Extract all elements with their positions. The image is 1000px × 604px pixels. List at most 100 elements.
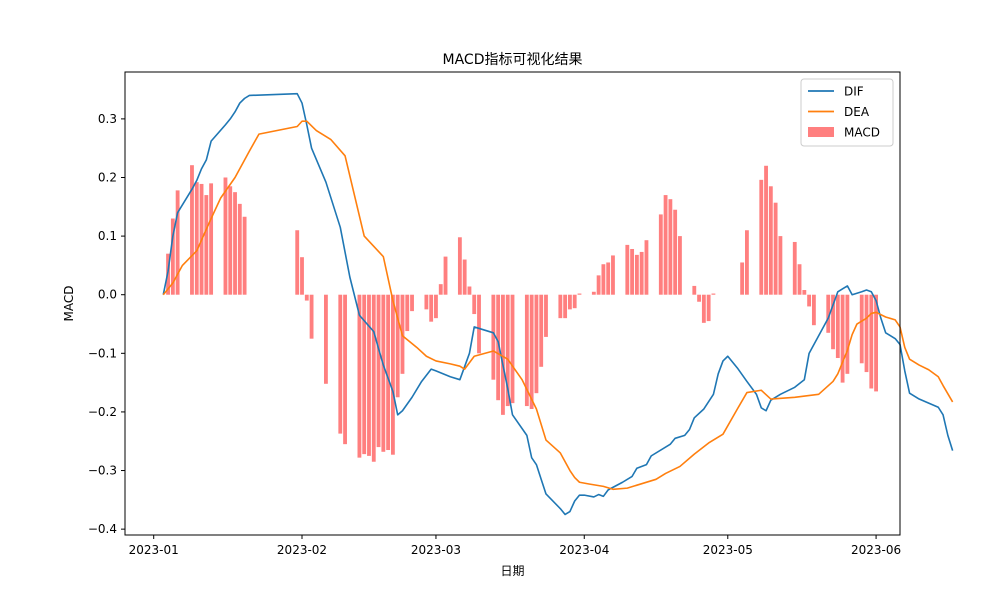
macd-bar	[611, 255, 615, 295]
macd-bar	[501, 294, 505, 415]
y-tick-label: 0.1	[98, 229, 117, 243]
x-tick-label: 2023-01	[129, 543, 179, 557]
macd-bar	[711, 293, 716, 295]
macd-bar	[539, 294, 544, 367]
macd-bar	[764, 165, 768, 295]
macd-bar	[835, 294, 840, 359]
macd-bar	[692, 285, 697, 295]
macd-bar	[874, 294, 878, 392]
dea-line	[162, 120, 954, 491]
macd-bar	[477, 294, 481, 354]
macd-bar	[304, 294, 309, 301]
macd-bar	[831, 294, 835, 350]
chart-title: MACD指标可视化结果	[443, 52, 583, 68]
macd-bar	[357, 294, 362, 458]
macd-bar	[190, 165, 194, 295]
macd-bar	[606, 262, 611, 295]
macd-bar	[300, 257, 304, 295]
macd-bar	[668, 199, 673, 295]
macd-bar	[745, 230, 749, 295]
macd-bar	[295, 230, 300, 295]
y-tick-label: 0.0	[98, 288, 117, 302]
macd-bar	[395, 294, 400, 398]
macd-bar	[443, 256, 448, 295]
macd-bar	[429, 294, 434, 322]
macd-bar	[768, 186, 773, 295]
y-axis-label: MACD	[62, 286, 76, 322]
macd-bar	[759, 179, 764, 295]
macd-bar	[673, 209, 678, 295]
macd-bar	[663, 195, 668, 295]
y-tick-label: −0.3	[88, 464, 117, 478]
macd-bar	[529, 294, 534, 409]
macd-bar	[362, 294, 367, 455]
x-tick-label: 2023-03	[411, 543, 461, 557]
macd-bar	[558, 294, 563, 319]
macd-bar	[630, 248, 635, 295]
macd-bar	[381, 294, 386, 452]
macd-bar	[845, 294, 850, 374]
macd-bar	[204, 195, 209, 295]
x-tick-label: 2023-04	[559, 543, 609, 557]
macd-bar	[223, 177, 228, 295]
macd-bars	[166, 165, 878, 462]
macd-bar	[601, 264, 606, 295]
macd-bar	[175, 190, 180, 295]
macd-bar	[524, 294, 529, 407]
legend-label-macd: MACD	[844, 126, 880, 140]
macd-bar	[390, 294, 395, 455]
macd-bar	[510, 294, 515, 404]
legend: DIF DEA MACD	[800, 78, 894, 147]
y-tick-label: −0.4	[88, 522, 117, 536]
macd-bar	[563, 294, 568, 319]
macd-bar	[572, 294, 577, 309]
legend-label-dea: DEA	[844, 105, 870, 119]
macd-bar	[740, 262, 745, 295]
y-tick-label: 0.3	[98, 112, 117, 126]
macd-bar	[639, 251, 644, 295]
macd-bar	[644, 240, 649, 295]
legend-swatch-macd	[808, 127, 834, 137]
macd-bar	[864, 294, 869, 373]
macd-bar	[367, 294, 371, 456]
macd-bar	[324, 294, 328, 384]
macd-bar	[701, 294, 706, 323]
macd-bar	[467, 286, 472, 295]
macd-bar	[242, 216, 247, 295]
macd-bar	[792, 241, 797, 295]
macd-bar	[625, 244, 630, 295]
macd-bar	[386, 294, 391, 451]
macd-bar	[802, 290, 807, 295]
macd-bar	[496, 294, 501, 401]
macd-bar	[706, 294, 711, 322]
macd-bar	[811, 294, 816, 326]
y-tick-label: −0.2	[88, 405, 117, 419]
x-tick-label: 2023-06	[851, 543, 901, 557]
macd-bar	[596, 275, 601, 295]
macd-bar	[869, 294, 874, 389]
macd-bar	[209, 183, 214, 295]
macd-bar	[491, 294, 496, 380]
macd-bar	[457, 237, 462, 295]
macd-bar	[424, 294, 429, 310]
macd-bar	[434, 294, 438, 319]
macd-bar	[697, 294, 701, 302]
plot-frame	[124, 71, 901, 536]
macd-bar	[194, 182, 199, 295]
macd-bar	[634, 254, 639, 295]
macd-bar	[309, 294, 314, 339]
y-tick-label: −0.1	[88, 346, 117, 360]
x-tick-label: 2023-02	[277, 543, 327, 557]
macd-bar	[438, 284, 443, 295]
macd-bar	[859, 294, 864, 364]
dif-line	[162, 92, 954, 516]
macd-bar	[797, 264, 802, 295]
x-axis-label: 日期	[500, 564, 524, 578]
x-axis: 2023-01 2023-02 2023-03 2023-04 2023-05 2023-…	[129, 535, 901, 557]
macd-bar	[658, 214, 663, 295]
macd-bar	[840, 294, 845, 383]
macd-bar	[338, 294, 343, 434]
x-tick-label: 2023-05	[703, 543, 753, 557]
